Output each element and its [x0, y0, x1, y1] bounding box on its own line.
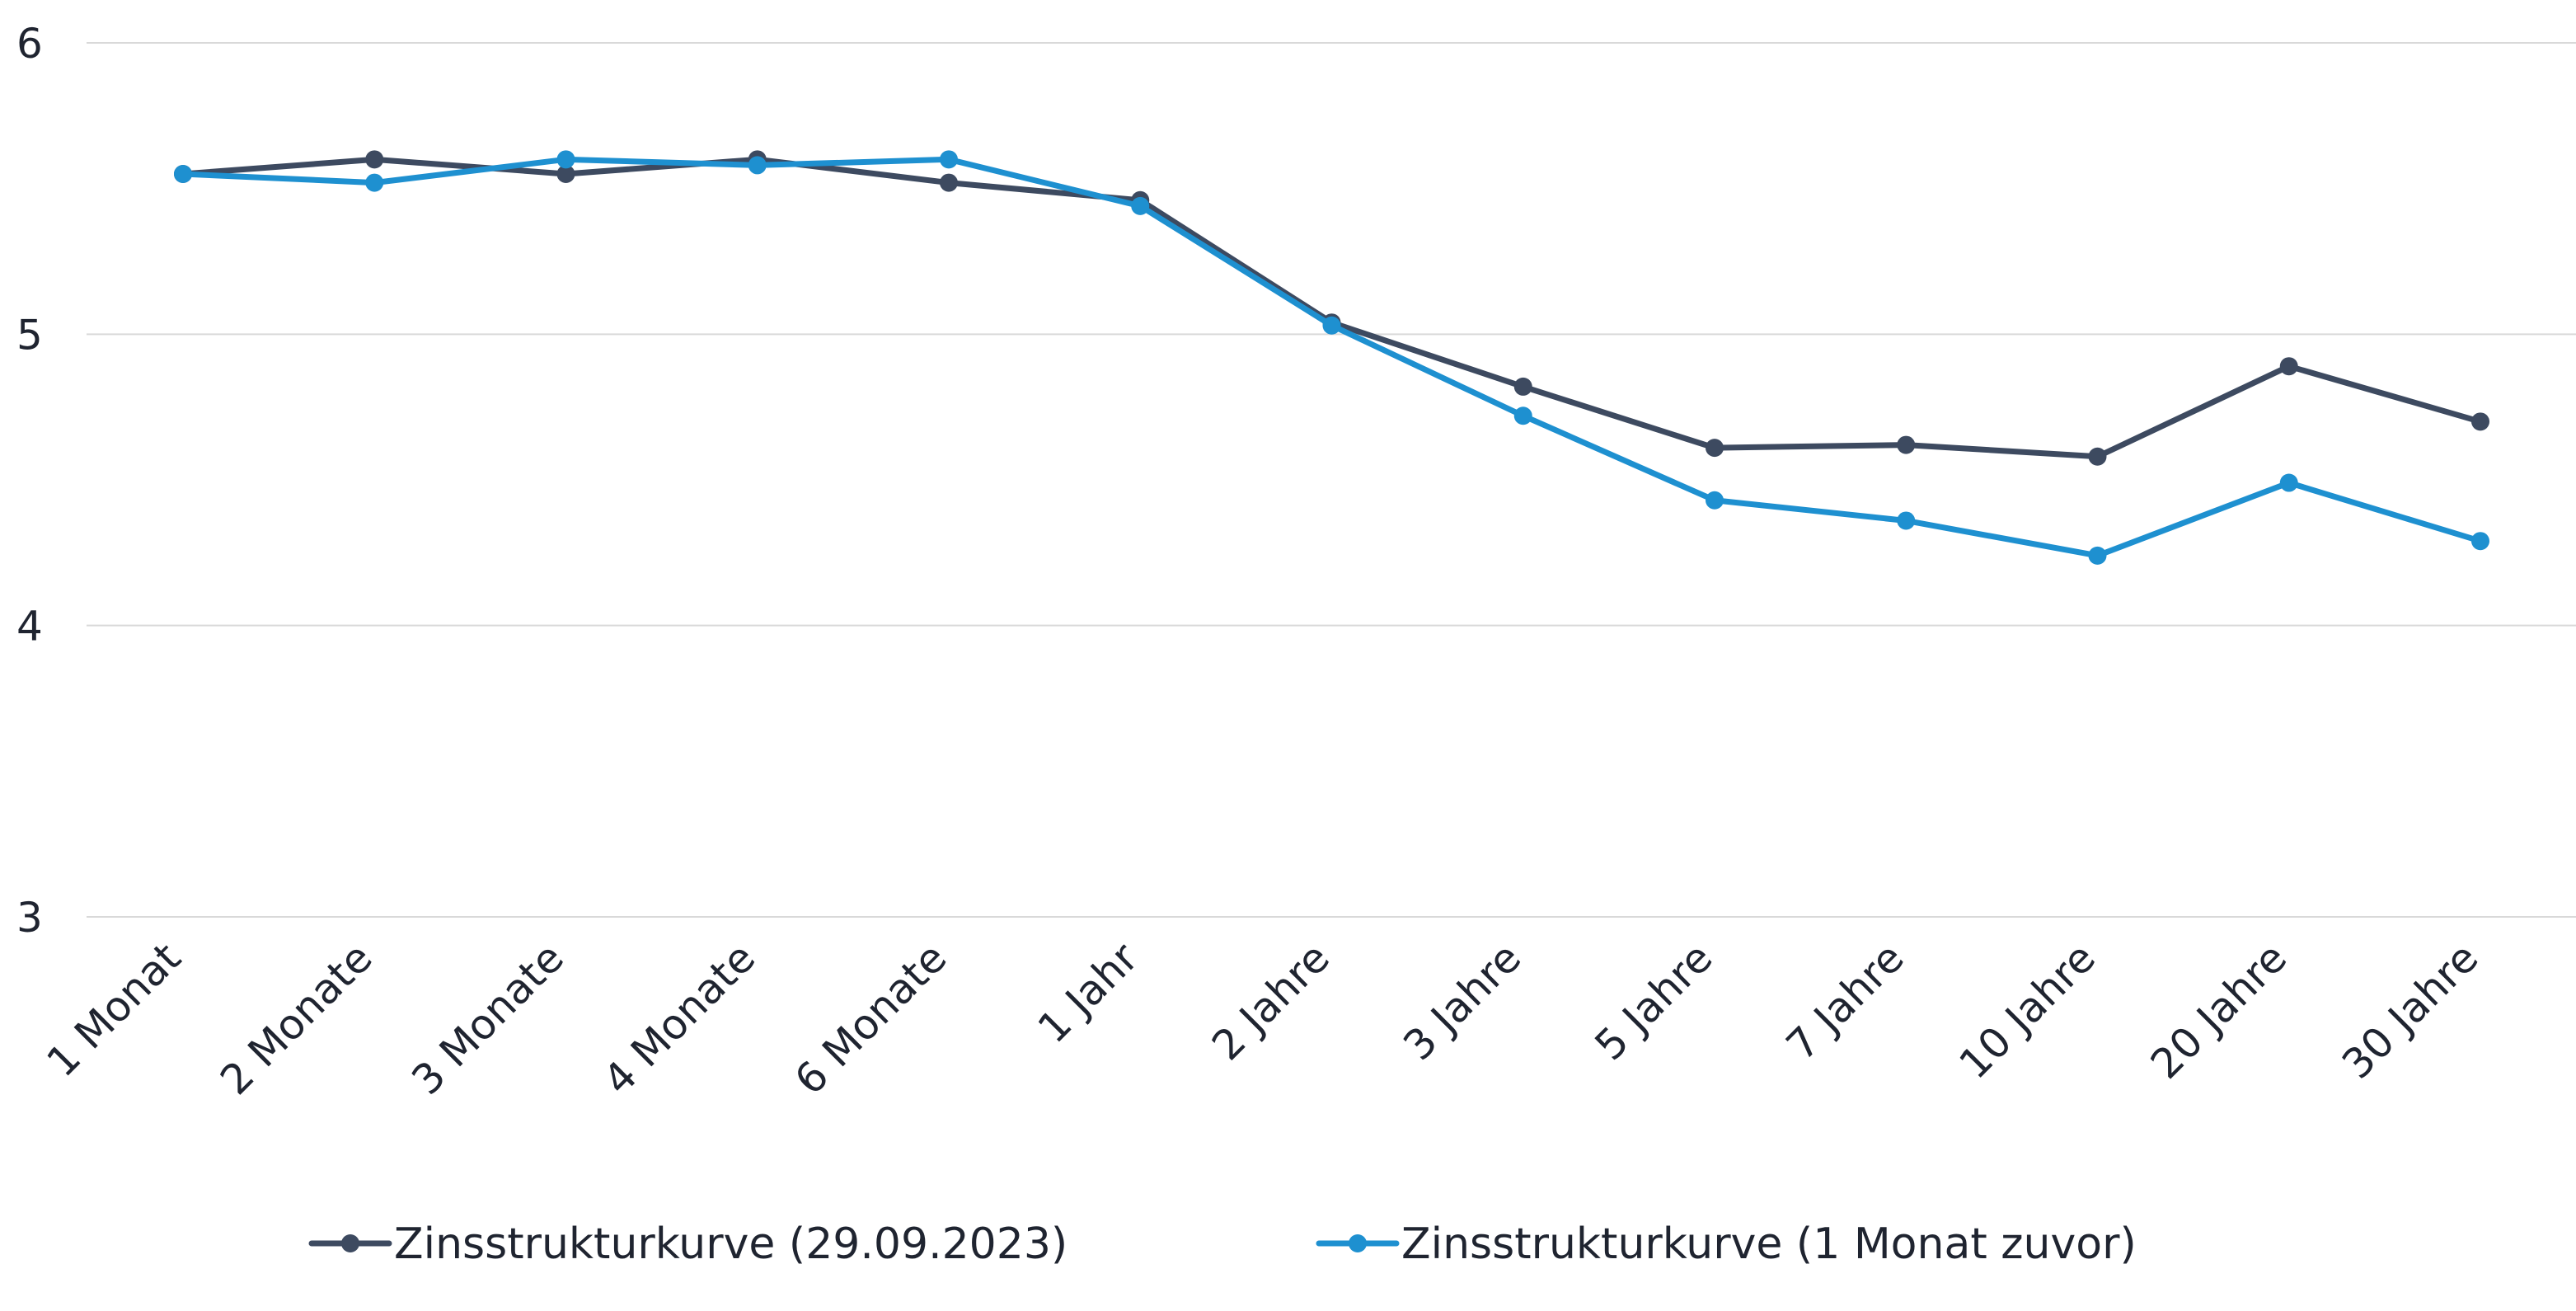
series-1-point: [1706, 439, 1724, 458]
series-1-point: [365, 150, 384, 169]
x-tick-label: 7 Jahre: [1777, 933, 1913, 1069]
x-tick-label: 5 Jahre: [1586, 933, 1722, 1069]
legend-label: Zinsstrukturkurve (1 Monat zuvor): [1401, 1219, 2137, 1269]
series-1-point: [1513, 377, 1532, 396]
x-tick-label: 2 Monate: [211, 933, 382, 1104]
y-tick-label: 4: [16, 603, 43, 651]
legend-item-2: Zinsstrukturkurve (1 Monat zuvor): [1316, 1219, 2137, 1269]
series-2-point: [940, 150, 958, 169]
legend-label: Zinsstrukturkurve (29.09.2023): [394, 1219, 1067, 1269]
series-2-point: [174, 165, 192, 183]
x-tick-label: 1 Jahr: [1029, 933, 1147, 1052]
x-tick-label: 3 Jahre: [1394, 933, 1530, 1069]
legend-swatch-marker: [1349, 1234, 1367, 1252]
legend-item-1: Zinsstrukturkurve (29.09.2023): [308, 1219, 1067, 1269]
series-2-point: [2471, 532, 2489, 551]
series-2-point: [2279, 473, 2298, 492]
series-1-point: [1897, 435, 1916, 454]
x-tick-label: 10 Jahre: [1950, 933, 2104, 1088]
y-tick-label: 5: [16, 311, 43, 359]
y-tick-label: 3: [16, 894, 43, 942]
legend-swatch-marker: [341, 1234, 359, 1252]
series-2-point: [1897, 511, 1916, 530]
series-2-point: [1706, 491, 1724, 510]
x-tick-label: 2 Jahre: [1203, 933, 1339, 1069]
series-1: [174, 150, 2489, 466]
series-2-point: [1322, 316, 1341, 335]
series-1-point: [940, 173, 958, 192]
series-2-point: [1131, 196, 1150, 215]
series-1-point: [2279, 357, 2298, 376]
y-tick-label: 6: [16, 20, 43, 68]
series-1-line: [180, 156, 2484, 460]
series-1-point: [2088, 447, 2107, 466]
series-2: [174, 150, 2489, 565]
series-2-point: [365, 173, 384, 192]
x-tick-label: 4 Monate: [594, 933, 765, 1104]
x-tick-label: 1 Monat: [38, 933, 190, 1086]
series-2-line: [180, 156, 2484, 559]
x-tick-label: 3 Monate: [402, 933, 573, 1104]
x-tick-label: 30 Jahre: [2333, 933, 2487, 1088]
series-2-point: [2088, 546, 2107, 565]
series-1-point: [556, 165, 575, 183]
series-1-point: [2471, 412, 2489, 431]
series-2-point: [556, 150, 575, 169]
x-tick-label: 6 Monate: [786, 933, 956, 1104]
x-tick-label: 20 Jahre: [2142, 933, 2296, 1088]
series-2-point: [1513, 406, 1532, 425]
series-2-point: [748, 156, 767, 175]
